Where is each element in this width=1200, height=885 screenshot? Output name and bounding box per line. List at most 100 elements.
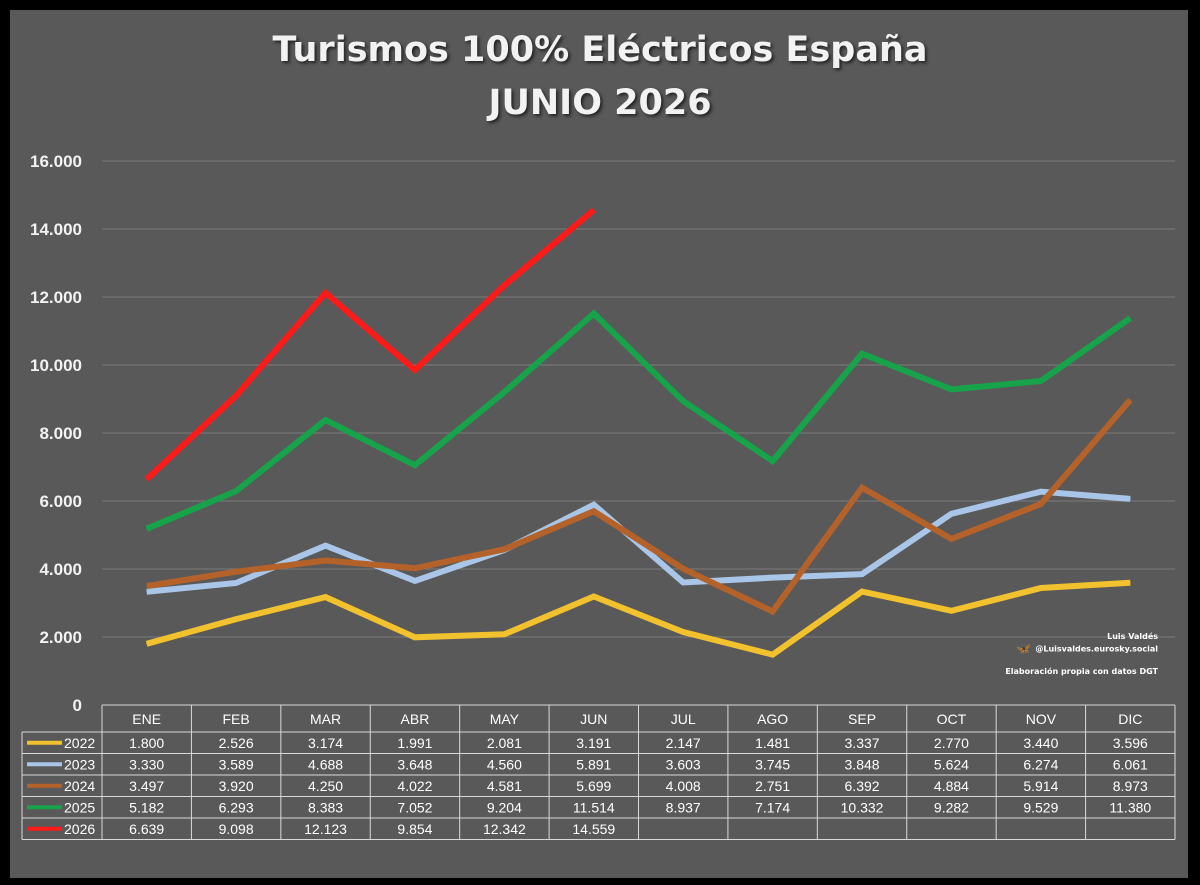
category-label: FEB	[223, 711, 250, 727]
table-cell: 10.332	[841, 799, 884, 815]
data-point-2022-FEB	[235, 618, 237, 620]
data-point-2025-SEP	[861, 353, 863, 355]
data-point-2022-MAR	[325, 596, 327, 598]
data-point-2026-ABR	[414, 369, 416, 371]
table-cell: 3.920	[219, 778, 254, 794]
series-line-2024	[146, 397, 1133, 616]
data-point-2023-DIC	[1129, 498, 1131, 500]
table-cell: 2.147	[666, 735, 701, 751]
table-cell: 12.123	[304, 821, 347, 837]
table-cell: 5.699	[576, 778, 611, 794]
data-point-2025-OCT	[950, 388, 952, 390]
category-label: JUL	[671, 711, 696, 727]
y-axis-labels: 0 2.000 4.000 6.000 8.000 10.000 12.000 14.000 1…	[30, 152, 82, 715]
table-cell: 1.481	[755, 735, 790, 751]
legend-label: 2023	[64, 756, 95, 772]
data-point-2025-DIC	[1129, 317, 1131, 319]
category-label: ABR	[401, 711, 430, 727]
data-point-2023-ABR	[414, 580, 416, 582]
y-tick-label: 4.000	[39, 560, 82, 579]
table-cell: 9.204	[487, 799, 522, 815]
table-cell: 7.174	[755, 799, 790, 815]
table-cell: 7.052	[397, 799, 432, 815]
legend-label: 2026	[64, 821, 95, 837]
data-point-2023-AGO	[772, 577, 774, 579]
data-point-2024-AGO	[772, 610, 774, 612]
category-label: SEP	[848, 711, 876, 727]
series-lines	[144, 207, 1133, 658]
chart-title: Turismos 100% Eléctricos España JUNIO 20…	[0, 24, 1200, 130]
data-point-2026-MAY	[503, 284, 505, 286]
data-point-2025-MAY	[503, 391, 505, 393]
data-point-2024-NOV	[1040, 503, 1042, 505]
category-label: AGO	[757, 711, 788, 727]
table-cell: 4.688	[308, 756, 343, 772]
data-point-2022-AGO	[772, 654, 774, 656]
y-tick-label: 2.000	[39, 628, 82, 647]
table-cell: 9.282	[934, 799, 969, 815]
table-cell: 2.751	[755, 778, 790, 794]
category-label: NOV	[1026, 711, 1057, 727]
credit-author: Luis Valdés	[1107, 632, 1158, 641]
table-cell: 3.497	[129, 778, 164, 794]
table-cell: 4.008	[666, 778, 701, 794]
y-tick-label: 16.000	[30, 152, 82, 171]
table-cell: 4.022	[397, 778, 432, 794]
category-label: OCT	[937, 711, 967, 727]
legend-label: 2025	[64, 799, 95, 815]
table-cell: 2.770	[934, 735, 969, 751]
table-cell: 3.745	[755, 756, 790, 772]
data-point-2025-ENE	[146, 528, 148, 530]
table-cell: 11.380	[1109, 799, 1151, 815]
data-point-2026-JUN	[593, 209, 595, 211]
legend-label: 2024	[64, 778, 95, 794]
table-cell: 3.440	[1023, 735, 1058, 751]
data-point-2025-JUL	[682, 400, 684, 402]
data-point-2024-JUN	[593, 510, 595, 512]
data-point-2024-MAY	[503, 548, 505, 550]
y-tick-label: 10.000	[30, 356, 82, 375]
y-tick-label: 8.000	[39, 424, 82, 443]
data-point-2025-NOV	[1040, 380, 1042, 382]
data-point-2024-ABR	[414, 567, 416, 569]
data-point-2023-NOV	[1040, 491, 1042, 493]
data-point-2024-SEP	[861, 487, 863, 489]
table-cell: 14.559	[572, 821, 615, 837]
table-cell: 11.514	[573, 799, 615, 815]
credit-handle: @Luisvaldes.eurosky.social	[1035, 644, 1158, 654]
table-cell: 4.560	[487, 756, 522, 772]
table-cell: 3.330	[129, 756, 164, 772]
data-point-2022-JUL	[682, 631, 684, 633]
data-point-2023-SEP	[861, 573, 863, 575]
data-point-2024-FEB	[235, 571, 237, 573]
table-cell: 5.182	[129, 799, 164, 815]
data-point-2026-FEB	[235, 395, 237, 397]
table-cell: 9.854	[397, 821, 432, 837]
data-point-2025-MAR	[325, 419, 327, 421]
data-point-2023-FEB	[235, 582, 237, 584]
table-cell: 6.293	[219, 799, 254, 815]
data-table: ENE FEB MAR ABR MAY JUN JUL AGO SEP OCT NOV DIC 2022…	[21, 704, 1176, 840]
data-point-2022-DIC	[1129, 582, 1131, 584]
bluesky-butterfly-icon: 🦋	[1016, 642, 1032, 656]
data-point-2022-SEP	[861, 591, 863, 593]
data-point-2022-MAY	[503, 633, 505, 635]
table-cell: 9.098	[219, 821, 254, 837]
data-point-2025-JUN	[593, 313, 595, 315]
table-cell: 5.891	[576, 756, 611, 772]
table-cell: 2.526	[219, 735, 254, 751]
series-line-2026	[144, 207, 596, 482]
credit-block: Luis Valdés 🦋 @Luisvaldes.eurosky.social …	[1005, 631, 1158, 678]
data-point-2025-AGO	[772, 460, 774, 462]
table-cell: 3.191	[576, 735, 611, 751]
category-label: MAY	[490, 711, 520, 727]
data-point-2022-OCT	[950, 610, 952, 612]
table-cell: 4.581	[487, 778, 522, 794]
data-point-2023-JUN	[593, 504, 595, 506]
table-cell: 3.603	[666, 756, 701, 772]
data-point-2024-DIC	[1129, 399, 1131, 401]
data-point-2024-MAR	[325, 560, 327, 561]
data-point-2023-JUL	[682, 581, 684, 583]
data-point-2022-ENE	[146, 643, 148, 645]
table-cell: 3.848	[845, 756, 880, 772]
